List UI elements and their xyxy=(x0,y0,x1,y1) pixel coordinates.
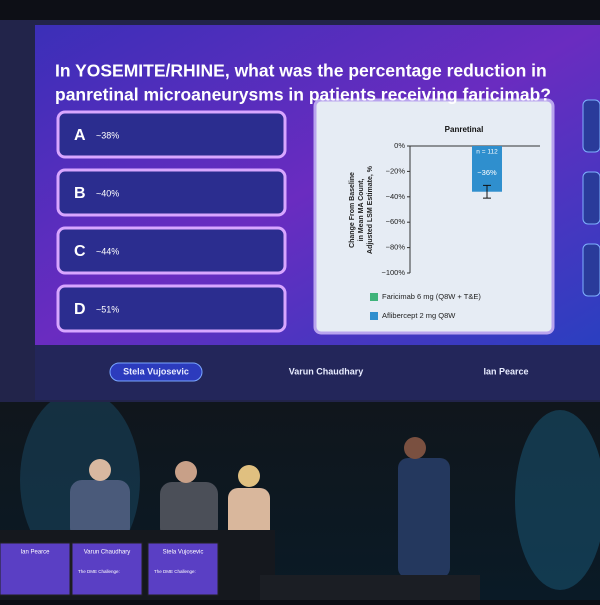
lectern xyxy=(260,575,480,600)
legend-label: Aflibercept 2 mg Q8W xyxy=(382,311,456,320)
person-head xyxy=(404,437,426,459)
desk-screen-name: Ian Pearce xyxy=(20,550,50,556)
stage-light xyxy=(515,410,600,590)
y-tick-label: 0% xyxy=(394,141,405,150)
person xyxy=(398,458,450,578)
desk-screen-name: Stela Vujosevic xyxy=(163,550,204,556)
y-axis-label: Change From Baseline xyxy=(349,172,356,248)
option-letter: A xyxy=(74,127,86,144)
option-box xyxy=(56,226,287,275)
person-head xyxy=(175,461,197,483)
y-tick-label: −20% xyxy=(386,166,406,175)
desk-screen xyxy=(147,542,219,596)
y-tick-label: −60% xyxy=(386,217,406,226)
option-box xyxy=(56,284,287,333)
error-bar xyxy=(483,184,491,199)
legend-swatch xyxy=(370,312,378,320)
desk-screen-name: Varun Chaudhary xyxy=(84,550,131,556)
option-text: ~44% xyxy=(96,246,119,256)
question: In YOSEMITE/RHINE, what was the percenta… xyxy=(55,61,547,81)
person xyxy=(70,480,130,540)
speaker-name: Varun Chaudhary xyxy=(289,366,364,376)
icon xyxy=(582,99,600,153)
y-tick-label: −80% xyxy=(386,243,406,252)
option-letter: D xyxy=(74,301,86,318)
question: panretinal microaneurysms in patients re… xyxy=(55,85,551,105)
person-head xyxy=(238,465,260,487)
chart-title: Panretinal xyxy=(445,125,484,134)
desk-screen xyxy=(71,542,143,596)
speaker-name: Ian Pearce xyxy=(483,366,528,376)
icon xyxy=(582,171,600,225)
person xyxy=(228,488,270,540)
option-text: ~51% xyxy=(96,304,119,314)
desk-screen xyxy=(0,542,71,596)
option-text: ~38% xyxy=(96,130,119,140)
option-box xyxy=(56,168,287,217)
y-axis-label: Adjusted LSM Estimate, % xyxy=(367,165,374,254)
desk-screen-title: The DME Challenge: xyxy=(78,569,120,574)
person xyxy=(160,482,218,540)
speaker-highlight xyxy=(109,362,203,382)
option-letter: B xyxy=(74,185,86,202)
data-label: −36% xyxy=(477,168,497,177)
y-tick-label: −40% xyxy=(386,192,406,201)
legend-swatch xyxy=(370,293,378,301)
desk-screen-title: The DME Challenge: xyxy=(154,569,196,574)
bar xyxy=(472,146,502,192)
person-head xyxy=(89,459,111,481)
option-text: ~40% xyxy=(96,188,119,198)
option-box xyxy=(56,110,287,159)
icon xyxy=(582,243,600,297)
legend-label: Faricimab 6 mg (Q8W + T&E) xyxy=(382,292,481,301)
option-letter: C xyxy=(74,243,86,260)
annotation: n = 112 xyxy=(476,149,498,156)
y-tick-label: −100% xyxy=(381,268,405,277)
speaker-name: Stela Vujosevic xyxy=(123,366,189,376)
y-axis-label: in Mean MA Count, xyxy=(358,179,365,242)
